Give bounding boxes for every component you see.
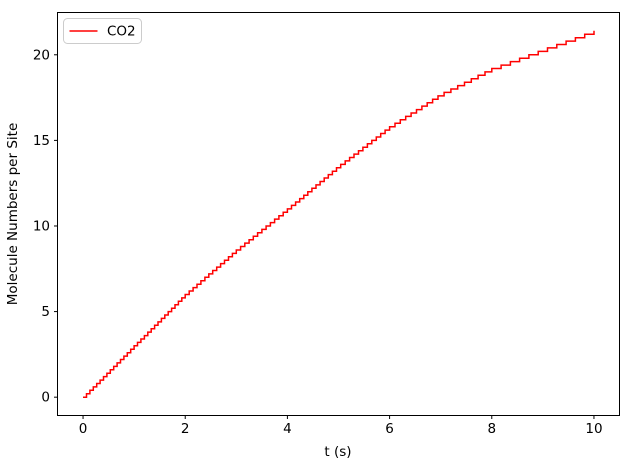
legend-entry-label: CO2: [107, 24, 136, 40]
x-tick-label: 10: [585, 421, 602, 437]
y-tick-label: 10: [33, 218, 50, 234]
legend-box: [63, 18, 142, 44]
y-tick-label: 5: [41, 304, 50, 320]
axis-ticks: 0 2 4 6 8 10 0 5 10 15 20: [33, 47, 603, 437]
y-axis-label: Molecule Numbers per Site: [5, 123, 21, 305]
x-axis-label: t (s): [324, 444, 351, 460]
x-tick-label: 8: [487, 421, 496, 437]
legend: CO2: [63, 18, 142, 44]
x-tick-label: 6: [385, 421, 394, 437]
x-tick-label: 0: [79, 421, 88, 437]
x-tick-label: 4: [283, 421, 292, 437]
plot-area-border: [57, 12, 620, 416]
co2-step-curve: [83, 30, 595, 398]
y-tick-label: 15: [33, 133, 50, 149]
x-tick-label: 2: [181, 421, 190, 437]
y-tick-label: 0: [41, 390, 50, 406]
y-tick-label: 20: [33, 47, 50, 63]
